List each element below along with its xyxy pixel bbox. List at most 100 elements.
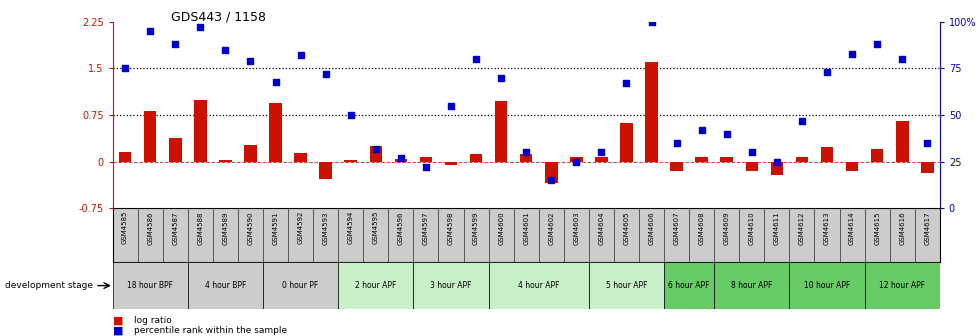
- Text: GSM4586: GSM4586: [147, 211, 153, 245]
- Text: GSM4611: GSM4611: [773, 211, 779, 245]
- Point: [368, 146, 383, 151]
- Point: [819, 70, 834, 75]
- Bar: [118, 153, 131, 162]
- Text: GSM4597: GSM4597: [422, 211, 428, 245]
- Text: 4 hour BPF: 4 hour BPF: [204, 281, 245, 290]
- FancyBboxPatch shape: [714, 262, 788, 309]
- Bar: [494, 101, 507, 162]
- Bar: [920, 162, 933, 173]
- Text: GDS443 / 1158: GDS443 / 1158: [171, 10, 266, 23]
- Text: GSM4590: GSM4590: [247, 211, 253, 245]
- Text: GSM4592: GSM4592: [297, 211, 303, 244]
- Bar: [319, 162, 332, 179]
- Point: [517, 150, 533, 155]
- Text: 6 hour APF: 6 hour APF: [668, 281, 709, 290]
- Text: 5 hour APF: 5 hour APF: [605, 281, 646, 290]
- Text: 3 hour APF: 3 hour APF: [429, 281, 471, 290]
- Text: percentile rank within the sample: percentile rank within the sample: [134, 327, 287, 335]
- Bar: [344, 160, 357, 162]
- Bar: [845, 162, 858, 171]
- Bar: [244, 145, 256, 162]
- FancyBboxPatch shape: [112, 262, 188, 309]
- Text: GSM4609: GSM4609: [723, 211, 729, 245]
- Point: [267, 79, 283, 84]
- Text: GSM4615: GSM4615: [873, 211, 879, 245]
- Point: [593, 150, 608, 155]
- Bar: [770, 162, 782, 175]
- Text: 4 hour APF: 4 hour APF: [517, 281, 558, 290]
- Text: GSM4588: GSM4588: [198, 211, 203, 245]
- Text: log ratio: log ratio: [134, 317, 172, 325]
- FancyBboxPatch shape: [864, 262, 939, 309]
- Point: [217, 47, 233, 52]
- Point: [543, 178, 558, 183]
- Point: [918, 140, 934, 146]
- Text: 10 hour APF: 10 hour APF: [803, 281, 849, 290]
- FancyBboxPatch shape: [663, 262, 714, 309]
- Text: GSM4587: GSM4587: [172, 211, 178, 245]
- Point: [443, 103, 459, 109]
- Text: GSM4607: GSM4607: [673, 211, 679, 245]
- Bar: [269, 103, 282, 162]
- Point: [894, 56, 910, 62]
- Text: GSM4601: GSM4601: [522, 211, 529, 245]
- Point: [193, 25, 208, 30]
- Point: [292, 53, 308, 58]
- Bar: [294, 153, 306, 162]
- Point: [793, 118, 809, 123]
- Bar: [670, 162, 683, 171]
- Bar: [895, 121, 908, 162]
- Bar: [194, 99, 206, 162]
- Text: GSM4610: GSM4610: [748, 211, 754, 245]
- Bar: [420, 157, 431, 162]
- Text: GSM4589: GSM4589: [222, 211, 228, 245]
- Point: [318, 71, 333, 77]
- Text: GSM4616: GSM4616: [899, 211, 905, 245]
- Point: [342, 112, 358, 118]
- Text: GSM4605: GSM4605: [623, 211, 629, 245]
- Bar: [144, 111, 156, 162]
- Text: GSM4608: GSM4608: [698, 211, 704, 245]
- Text: ■: ■: [112, 316, 123, 326]
- Text: GSM4603: GSM4603: [573, 211, 579, 245]
- Text: GSM4617: GSM4617: [923, 211, 929, 245]
- Text: GSM4591: GSM4591: [272, 211, 279, 245]
- Bar: [394, 159, 407, 162]
- Text: GSM4585: GSM4585: [122, 211, 128, 244]
- Bar: [720, 157, 733, 162]
- Point: [117, 66, 133, 71]
- FancyBboxPatch shape: [188, 262, 263, 309]
- Point: [868, 42, 884, 47]
- Text: GSM4599: GSM4599: [472, 211, 478, 245]
- Point: [743, 150, 759, 155]
- Point: [167, 42, 183, 47]
- Bar: [595, 157, 607, 162]
- Point: [467, 56, 483, 62]
- Bar: [745, 162, 757, 171]
- Point: [392, 155, 408, 161]
- Bar: [645, 62, 657, 162]
- Text: GSM4600: GSM4600: [498, 211, 504, 245]
- Text: GSM4604: GSM4604: [598, 211, 603, 245]
- Point: [693, 127, 709, 133]
- Point: [243, 58, 258, 64]
- Point: [644, 19, 659, 25]
- Text: 2 hour APF: 2 hour APF: [355, 281, 396, 290]
- Text: GSM4595: GSM4595: [373, 211, 378, 244]
- Bar: [519, 154, 532, 162]
- Text: GSM4596: GSM4596: [397, 211, 404, 245]
- Text: GSM4606: GSM4606: [647, 211, 654, 245]
- Text: GSM4614: GSM4614: [848, 211, 854, 245]
- Text: GSM4612: GSM4612: [798, 211, 804, 245]
- Point: [618, 81, 634, 86]
- Point: [142, 29, 157, 34]
- Bar: [169, 138, 181, 162]
- Text: GSM4594: GSM4594: [347, 211, 353, 244]
- Text: 8 hour APF: 8 hour APF: [731, 281, 772, 290]
- Text: GSM4598: GSM4598: [448, 211, 454, 245]
- Text: GSM4602: GSM4602: [548, 211, 554, 245]
- Bar: [369, 146, 381, 162]
- Bar: [545, 162, 557, 183]
- FancyBboxPatch shape: [263, 262, 337, 309]
- Bar: [444, 162, 457, 165]
